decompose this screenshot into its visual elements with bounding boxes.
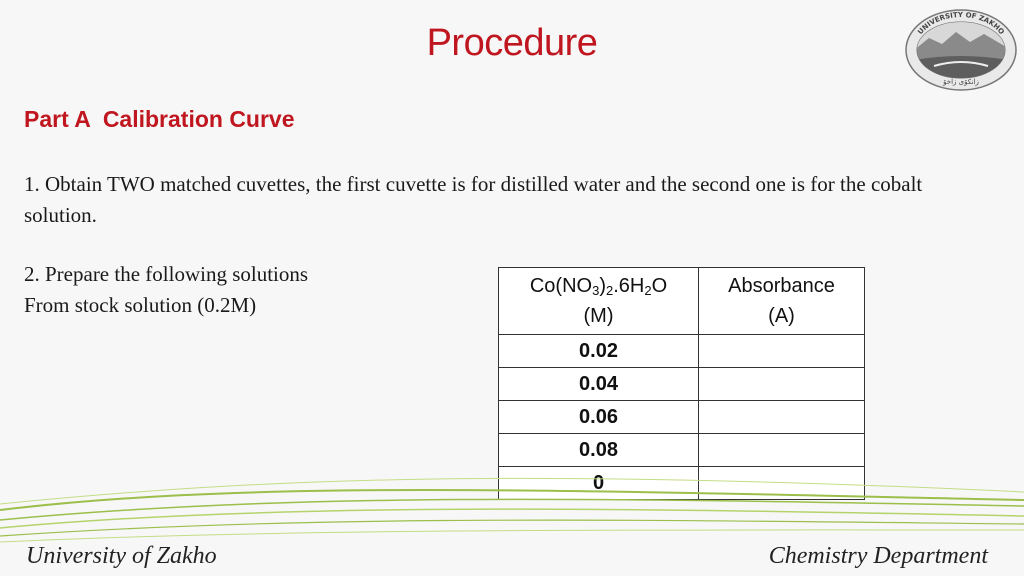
logo-bottom-text: زانكۆی زاخۆ [942, 78, 979, 86]
table-header-row: Co(NO3)2.6H2O (M) Absorbance (A) [498, 267, 865, 335]
table-row: 0.02 [498, 334, 865, 368]
table-row: 0.08 [498, 433, 865, 467]
absorbance-cell [698, 334, 865, 368]
step-2-line-1: 2. Prepare the following solutions [24, 262, 309, 286]
university-logo: UNIVERSITY OF ZAKHO زانكۆی زاخۆ [905, 9, 1017, 91]
absorbance-header: Absorbance (A) [698, 267, 865, 335]
step-2-line-2: From stock solution (0.2M) [24, 293, 257, 317]
concentration-cell: 0.06 [498, 400, 699, 434]
header-formula-part: .6H [613, 275, 645, 297]
header-unit: (A) [768, 305, 795, 327]
header-label: Absorbance [728, 275, 835, 297]
table-row: 0.04 [498, 367, 865, 401]
solutions-table: Co(NO3)2.6H2O (M) Absorbance (A) 0.02 0.… [498, 267, 865, 500]
footer-department: Chemistry Department [768, 543, 988, 569]
concentration-header: Co(NO3)2.6H2O (M) [498, 267, 699, 335]
concentration-cell: 0.02 [498, 334, 699, 368]
absorbance-cell [698, 400, 865, 434]
concentration-cell: 0.08 [498, 433, 699, 467]
concentration-cell: 0.04 [498, 367, 699, 401]
absorbance-cell [698, 367, 865, 401]
decorative-swoosh [0, 477, 1024, 543]
absorbance-cell [698, 433, 865, 467]
header-formula-part: O [651, 275, 668, 297]
header-formula-sub: 3 [592, 283, 600, 298]
header-formula-sub: 2 [605, 283, 614, 298]
header-unit: (M) [583, 305, 614, 327]
slide-title: Procedure [426, 22, 598, 64]
step-2-text: 2. Prepare the following solutions From … [24, 259, 484, 321]
table-row: 0.06 [498, 400, 865, 434]
header-formula-sub: 2 [644, 283, 652, 298]
header-formula-part: ) [599, 275, 606, 297]
section-heading: Part A Calibration Curve [24, 106, 295, 132]
footer-university: University of Zakho [26, 543, 217, 569]
header-formula-part: Co(NO [529, 275, 593, 297]
step-1-text: 1. Obtain TWO matched cuvettes, the firs… [24, 172, 923, 227]
